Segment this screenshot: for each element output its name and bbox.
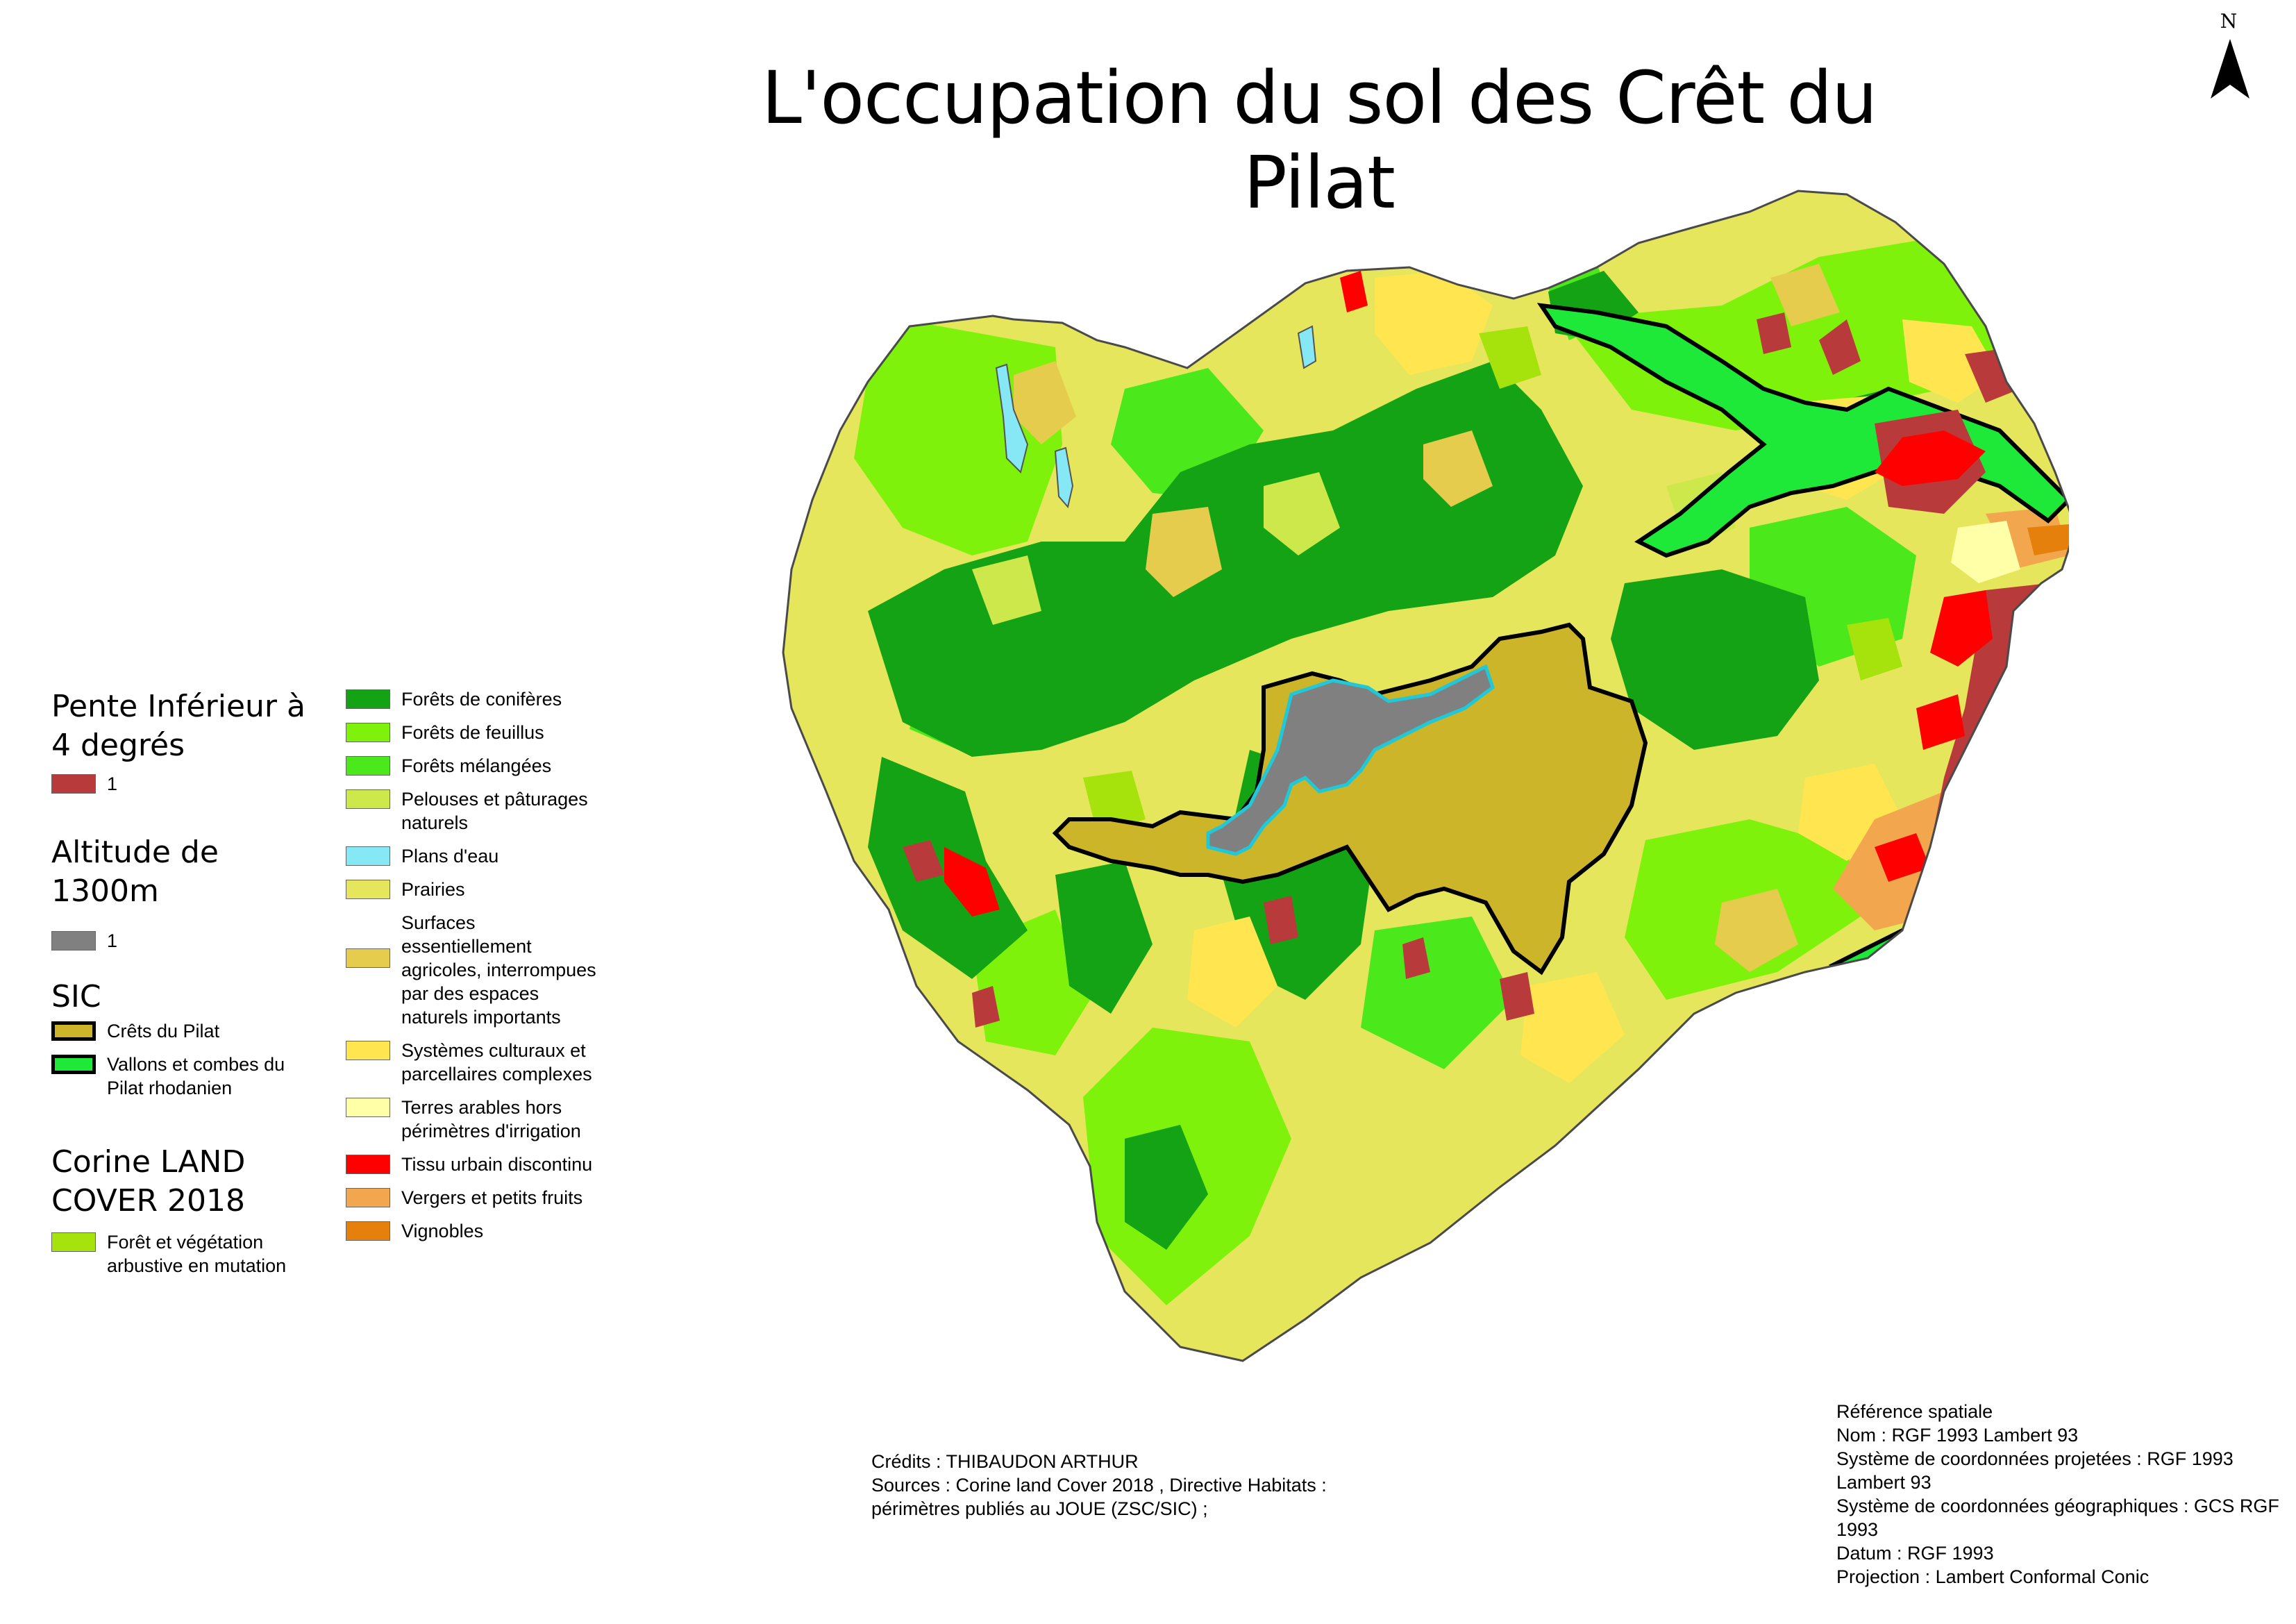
land-cover-map [782,190,2069,1362]
ref-datum: Datum : RGF 1993 [1836,1543,1994,1564]
credits: Crédits : THIBAUDON ARTHUR Sources : Cor… [871,1450,1385,1521]
legend-item: Systèmes culturaux et parcellaires compl… [346,1039,610,1086]
legend-swatch [346,1221,390,1241]
legend-label: Vignobles [401,1221,484,1241]
legend-swatch [51,1232,96,1252]
legend-sic-heading: SIC [51,979,101,1014]
legend-label: 1 [107,773,118,794]
legend-item: Forêt et végétation arbustive en mutatio… [51,1230,329,1278]
ref-heading: Référence spatiale [1836,1401,1993,1422]
legend-swatch [346,948,390,968]
legend-label: Forêts mélangées [401,755,552,776]
legend-label: Pelouses et pâturages naturels [401,789,588,833]
legend-swatch [51,1055,96,1074]
legend-label: Forêt et végétation arbustive en mutatio… [107,1232,287,1276]
legend-swatch [346,880,390,899]
legend-item: Terres arables hors périmètres d'irrigat… [346,1096,610,1143]
legend-label: Surfaces essentiellement agricoles, inte… [401,912,596,1028]
legend-item: Forêts mélangées [346,754,610,778]
ref-projected-cont: Lambert 93 [1836,1472,1932,1493]
legend-swatch [346,756,390,776]
legend-item: Vignobles [346,1219,610,1243]
legend-label: Terres arables hors périmètres d'irrigat… [401,1097,581,1141]
sic-crets-du-pilat [1052,622,1648,976]
credits-sources-cont: périmètres publiés au JOUE (ZSC/SIC) ; [871,1498,1208,1519]
legend-right: Forêts de conifères Forêts de feuillus F… [346,687,610,1253]
legend-item: Forêts de conifères [346,687,610,711]
north-arrow-icon [2211,39,2249,99]
legend-label: Crêts du Pilat [107,1021,220,1041]
legend-label: Systèmes culturaux et parcellaires compl… [401,1040,592,1085]
legend-item: Crêts du Pilat [51,1019,329,1043]
legend-swatch [346,1041,390,1060]
legend-swatch [51,931,96,951]
legend-item: Vallons et combes du Pilat rhodanien [51,1053,329,1100]
map-title: L'occupation du sol des Crêt du Pilat [761,56,1877,225]
north-label: N [2220,10,2238,33]
legend-swatch [346,1188,390,1207]
ref-name: Nom : RGF 1993 Lambert 93 [1836,1425,2079,1446]
ref-geographic: Système de coordonnées géographiques : G… [1836,1496,2279,1516]
legend-swatch [346,723,390,742]
altitude-1300m-zone [1206,664,1495,856]
legend-item: Plans d'eau [346,844,610,868]
legend-label: Tissu urbain discontinu [401,1154,593,1175]
legend-corine-heading: Corine LAND COVER 2018 [51,1144,246,1219]
legend-item: Prairies [346,878,610,901]
ref-projection: Projection : Lambert Conformal Conic [1836,1566,2150,1587]
legend-swatch [346,789,390,809]
spatial-reference: Référence spatiale Nom : RGF 1993 Lamber… [1836,1400,2281,1589]
legend-item: Vergers et petits fruits [346,1186,610,1209]
ref-projected: Système de coordonnées projetées : RGF 1… [1836,1448,2234,1469]
legend-label: Prairies [401,879,465,900]
legend-item: 1 [51,772,329,796]
legend-swatch [346,1155,390,1174]
legend-item: Pelouses et pâturages naturels [346,787,610,835]
legend-label: Plans d'eau [401,846,499,867]
credits-sources: Sources : Corine land Cover 2018 , Direc… [871,1475,1327,1496]
legend-item: 1 [51,929,329,953]
legend-swatch [346,846,390,866]
legend-label: Forêts de conifères [401,689,562,710]
north-arrow: N [2194,10,2263,107]
legend-slope-heading: Pente Inférieur à 4 degrés [51,689,305,763]
legend-altitude-heading: Altitude de 1300m [51,835,219,909]
legend-label: 1 [107,930,118,951]
legend-swatch [346,1098,390,1117]
legend-swatch [51,1021,96,1041]
legend-item: Tissu urbain discontinu [346,1153,610,1176]
legend-label: Vallons et combes du Pilat rhodanien [107,1054,285,1098]
legend-item: Forêts de feuillus [346,721,610,744]
legend-label: Forêts de feuillus [401,722,544,743]
legend-swatch [51,774,96,794]
legend-left: Pente Inférieur à 4 degrés 1 Altitude de… [51,687,329,1278]
ref-geographic-cont: 1993 [1836,1519,1879,1540]
legend-label: Vergers et petits fruits [401,1187,583,1208]
legend-swatch [346,689,390,709]
credits-author: Crédits : THIBAUDON ARTHUR [871,1451,1139,1472]
legend-item: Surfaces essentiellement agricoles, inte… [346,911,610,1029]
